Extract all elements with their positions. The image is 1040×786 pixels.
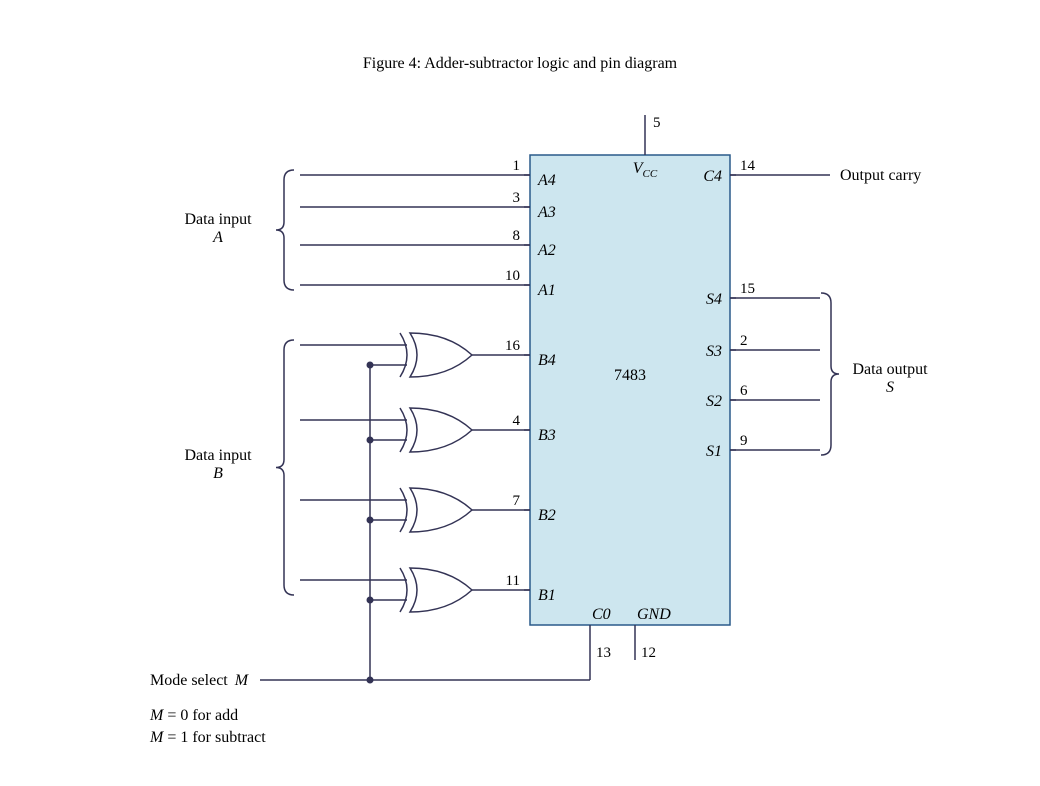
pin-num: 2 bbox=[740, 333, 748, 349]
data-input-a-sym: A bbox=[212, 229, 223, 246]
pin-num: 12 bbox=[641, 645, 656, 661]
pin-num: 7 bbox=[513, 493, 521, 509]
output-wires bbox=[730, 175, 830, 450]
pin-num: 10 bbox=[505, 268, 520, 284]
a-input-wires bbox=[300, 175, 530, 285]
pin-label: B2 bbox=[538, 507, 556, 524]
output-carry-label: Output carry bbox=[840, 167, 921, 184]
pin-num: 9 bbox=[740, 433, 748, 449]
pin-num: 5 bbox=[653, 115, 661, 131]
pin-num: 6 bbox=[740, 383, 748, 399]
pin-num: 16 bbox=[505, 338, 521, 354]
top-pin: 5VCC bbox=[633, 115, 661, 180]
pin-label: A2 bbox=[537, 242, 556, 259]
pin-num: 13 bbox=[596, 645, 611, 661]
pin-label: B4 bbox=[538, 352, 556, 369]
xor-gates bbox=[300, 333, 530, 612]
pin-num: 15 bbox=[740, 281, 755, 297]
data-input-b-sym: B bbox=[213, 465, 223, 482]
pin-label: B3 bbox=[538, 427, 556, 444]
pin-label: B1 bbox=[538, 587, 556, 604]
pin-label: A4 bbox=[537, 172, 556, 189]
mode-sub-note: M = 1 for subtract bbox=[149, 729, 266, 746]
pin-label: GND bbox=[637, 606, 671, 623]
pin-label: S3 bbox=[706, 343, 722, 360]
chip-7483-body bbox=[530, 155, 730, 625]
data-output-label: Data output bbox=[852, 361, 928, 378]
pin-label: C0 bbox=[592, 606, 611, 623]
pin-num: 4 bbox=[513, 413, 521, 429]
figure-caption: Figure 4: Adder-subtractor logic and pin… bbox=[363, 55, 678, 72]
pin-num: 3 bbox=[513, 190, 521, 206]
adder-subtractor-diagram: Figure 4: Adder-subtractor logic and pin… bbox=[0, 0, 1040, 786]
pin-label: A1 bbox=[537, 282, 556, 299]
pin-label: S4 bbox=[706, 291, 722, 308]
mode-add-note: M = 0 for add bbox=[149, 707, 238, 724]
pin-num: 14 bbox=[740, 158, 756, 174]
mode-select-label: Mode select M bbox=[150, 672, 250, 689]
pin-num: 8 bbox=[513, 228, 521, 244]
pin-label: A3 bbox=[537, 204, 556, 221]
pin-num: 11 bbox=[506, 573, 520, 589]
pin-num: 1 bbox=[513, 158, 521, 174]
chip-name-label: 7483 bbox=[614, 367, 646, 384]
pin-label: C4 bbox=[703, 168, 722, 185]
data-input-b-label: Data input bbox=[184, 447, 252, 464]
data-output-sym: S bbox=[886, 379, 894, 396]
data-input-a-label: Data input bbox=[184, 211, 252, 228]
pin-label: S2 bbox=[706, 393, 722, 410]
pin-label: S1 bbox=[706, 443, 722, 460]
